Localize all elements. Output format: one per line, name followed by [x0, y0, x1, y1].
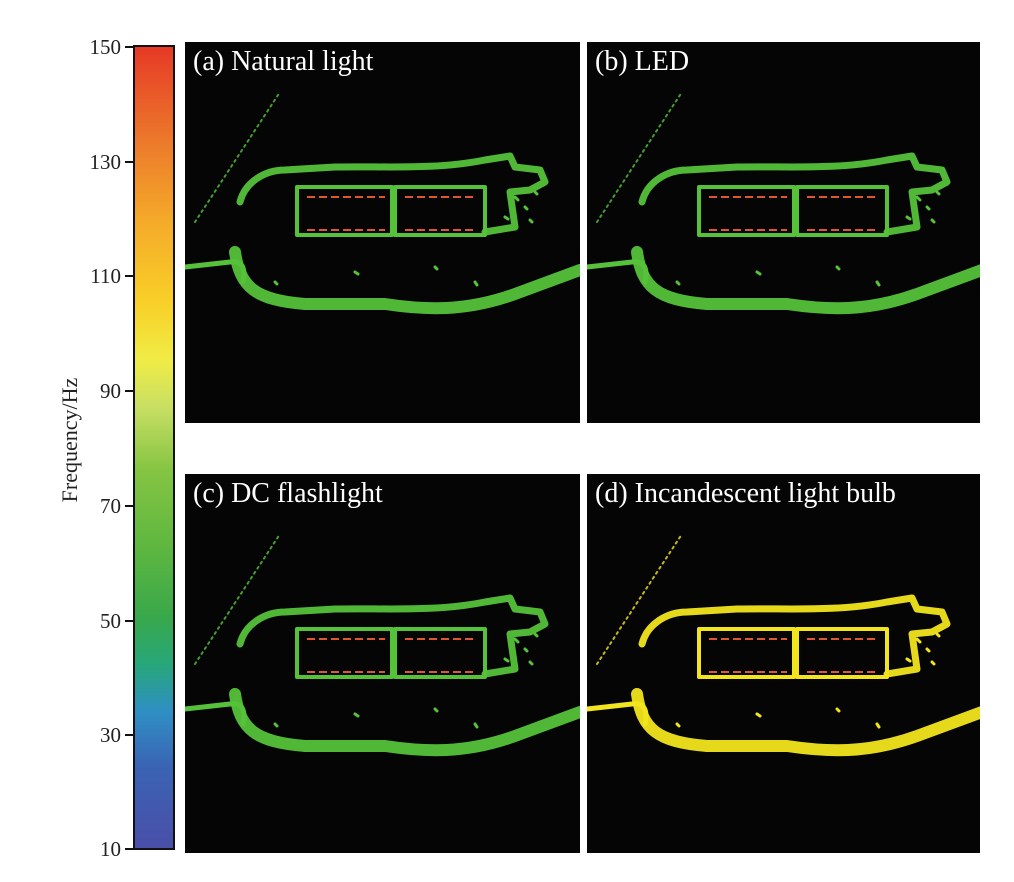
panel-dc-flashlight: (c) DC flashlight: [185, 474, 580, 853]
frequency-map-dc-flashlight: [185, 533, 580, 757]
object-silhouette: [185, 533, 580, 757]
colorbar-tick-label: 50: [100, 609, 121, 633]
colorbar-axis-label: Frequency/Hz: [57, 377, 82, 503]
colorbar-tick: [125, 46, 133, 48]
colorbar-tick: [125, 161, 133, 163]
panel-incandescent-light-bulb: (d) Incandescent light bulb: [587, 474, 980, 853]
panel-title: (a) Natural light: [193, 46, 374, 77]
colorbar-tick-label: 90: [100, 379, 121, 403]
panel-natural-light: (a) Natural light: [185, 42, 580, 423]
colorbar-tick: [125, 620, 133, 622]
colorbar-tick: [125, 848, 133, 850]
frequency-map-incandescent: [587, 533, 980, 757]
frequency-map-natural-light: [185, 91, 580, 315]
colorbar-tick: [125, 275, 133, 277]
colorbar-tick-label: 110: [90, 264, 121, 288]
colorbar-tick: [125, 505, 133, 507]
object-silhouette: [185, 91, 580, 315]
panel-title: (c) DC flashlight: [193, 478, 383, 509]
colorbar-tick-label: 70: [100, 494, 121, 518]
frequency-map-led: [587, 91, 980, 315]
frequency-colorbar: [133, 45, 175, 850]
panel-led: (b) LED: [587, 42, 980, 423]
colorbar-tick-label: 130: [89, 150, 122, 174]
object-silhouette: [587, 533, 980, 757]
panel-title: (b) LED: [595, 46, 690, 77]
colorbar-tick-label: 150: [89, 35, 122, 59]
panel-title: (d) Incandescent light bulb: [595, 478, 896, 509]
colorbar-tick: [125, 390, 133, 392]
object-silhouette: [587, 91, 980, 315]
colorbar-tick-label: 30: [100, 723, 121, 747]
colorbar-tick: [125, 734, 133, 736]
colorbar-tick-label: 10: [100, 837, 121, 861]
